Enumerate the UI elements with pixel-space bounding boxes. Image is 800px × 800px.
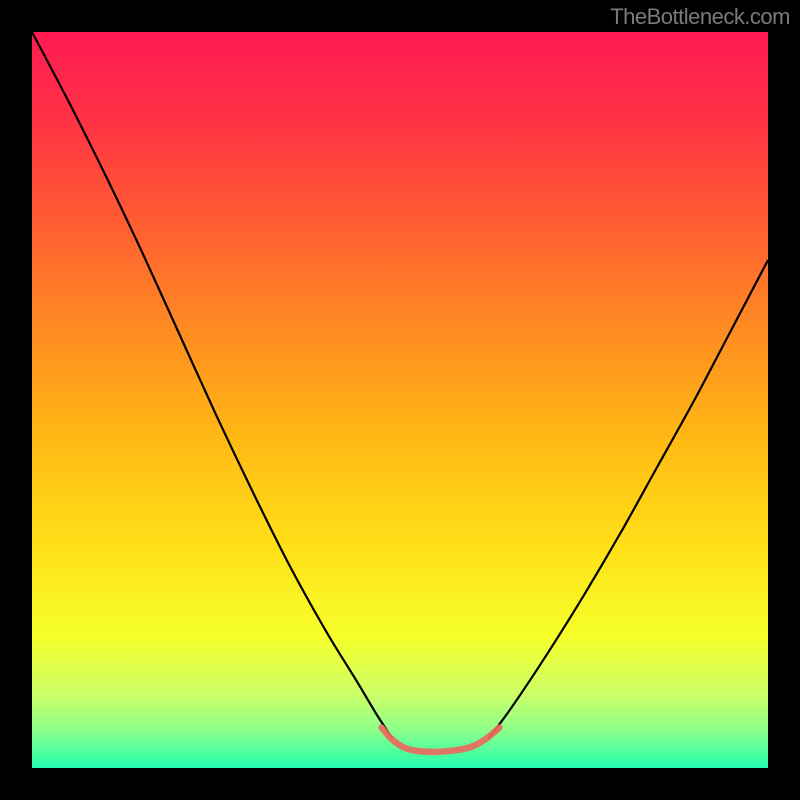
watermark-label: TheBottleneck.com — [610, 4, 790, 30]
curve-left — [32, 32, 393, 739]
chart-curves — [32, 32, 768, 768]
bottleneck-chart — [32, 32, 768, 768]
curve-right — [488, 260, 768, 738]
bottom-highlight-segment — [382, 728, 500, 752]
